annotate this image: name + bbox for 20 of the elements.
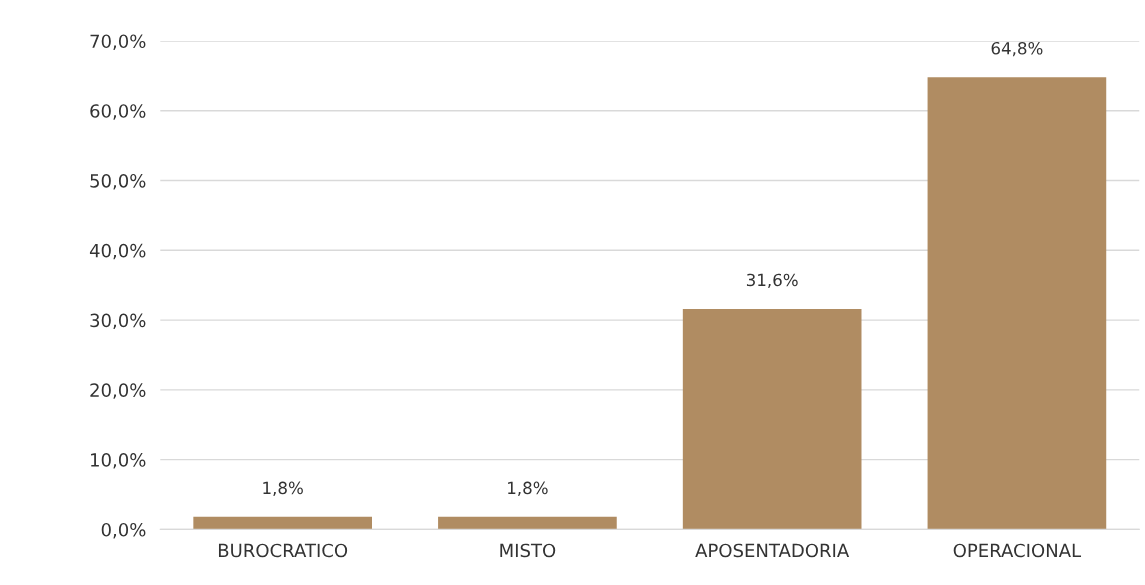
x-tick-label: MISTO (500, 543, 556, 558)
bar (927, 77, 1107, 530)
data-label: 31,6% (746, 273, 798, 288)
bar (682, 308, 862, 530)
bar (193, 516, 372, 530)
y-tick-label: 50,0% (90, 173, 146, 190)
x-tick-label: BUROCRATICO (218, 543, 348, 558)
bar (438, 516, 617, 530)
y-tick-label: 30,0% (90, 313, 146, 330)
y-tick-label: 40,0% (89, 243, 146, 260)
y-tick-label: 10,0% (91, 453, 146, 469)
y-tick-label: 20,0% (90, 383, 146, 399)
data-label: 64,8% (991, 41, 1043, 57)
y-tick-label: 70,0% (90, 34, 146, 50)
data-label: 1,8% (263, 481, 303, 496)
x-tick-label: APOSENTADORIA (695, 543, 850, 558)
y-tick-label: 60,0% (90, 104, 146, 120)
y-tick-label: 0,0% (101, 522, 146, 539)
data-label: 1,8% (508, 481, 548, 496)
x-tick-label: OPERACIONAL (953, 543, 1082, 558)
